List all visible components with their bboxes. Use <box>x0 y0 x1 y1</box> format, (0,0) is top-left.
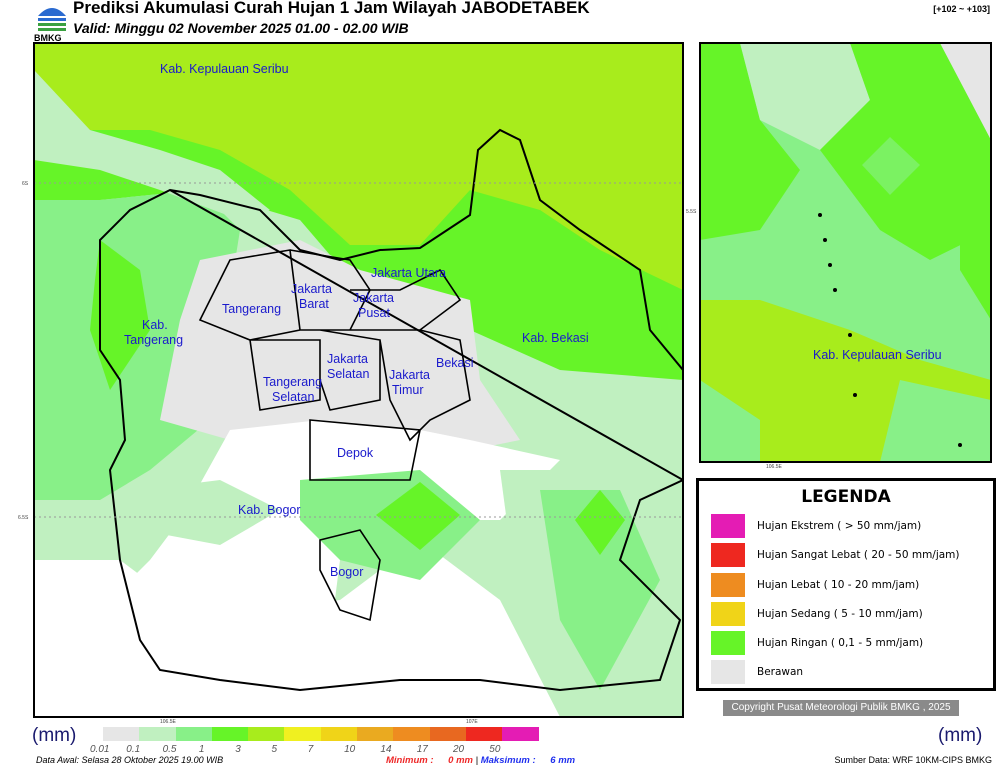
rain-cell-center <box>376 482 460 550</box>
label-kab-bekasi: Kab. Bekasi <box>522 331 589 345</box>
legend-swatch <box>711 543 745 567</box>
inset-map: Kab. Kepulauan Seribu <box>700 43 991 462</box>
colorbar-tick-label: 14 <box>380 744 392 755</box>
page-title: Prediksi Akumulasi Curah Hujan 1 Jam Wil… <box>73 0 590 17</box>
label-depok: Depok <box>337 446 374 460</box>
legend-title: LEGENDA <box>801 487 891 507</box>
colorbar-tick-label: 0.1 <box>126 744 141 755</box>
tick-inset-lat: 5.5S <box>686 209 697 215</box>
colorbar-segment <box>211 727 249 741</box>
legend-swatch <box>711 602 745 626</box>
data-awal: Data Awal: Selasa 28 Oktober 2025 19.00 … <box>36 755 224 765</box>
legend-label: Berawan <box>757 666 804 678</box>
label-kep-seribu: Kab. Kepulauan Seribu <box>160 62 289 76</box>
colorbar-tick-label: 17 <box>416 744 428 755</box>
inset-map-frame <box>699 42 992 463</box>
label-jakarta-pusat: Jakarta Pusat <box>353 291 394 320</box>
colorbar-segment <box>139 727 176 741</box>
tick-inset-lon: 106.5E <box>766 464 783 470</box>
legend-box: LEGENDA Hujan Ekstrem ( > 50 mm/jam) Huj… <box>696 478 996 691</box>
copyright: Copyright Pusat Meteorologi Publik BMKG … <box>723 700 959 716</box>
bmkg-logo <box>34 2 70 44</box>
logo-text: BMKG <box>34 33 62 43</box>
unit-label-left: (mm) <box>32 725 77 746</box>
unit-label-right: (mm) <box>938 725 983 746</box>
legend-item: Berawan <box>711 660 803 684</box>
legend-item: Hujan Ekstrem ( > 50 mm/jam) <box>711 514 921 538</box>
legend-label: Hujan Ringan ( 0,1 - 5 mm/jam) <box>757 637 924 649</box>
colorbar-tick-label: 0.01 <box>90 744 110 755</box>
colorbar-segment <box>175 727 212 741</box>
label-kab-bogor: Kab. Bogor <box>238 503 301 517</box>
legend-item: Hujan Lebat ( 10 - 20 mm/jam) <box>711 573 919 597</box>
colorbar-segment <box>429 727 466 741</box>
rain-cell-right <box>575 490 625 555</box>
separator: | <box>475 755 479 766</box>
tick-lat-65s: 6.5S <box>18 515 29 521</box>
colorbar-segment <box>357 727 394 741</box>
rain-area-bogor-light <box>140 480 280 545</box>
legend-label: Hujan Sangat Lebat ( 20 - 50 mm/jam) <box>757 549 960 561</box>
legend-label: Hujan Sedang ( 5 - 10 mm/jam) <box>757 608 923 620</box>
label-tangerang: Tangerang <box>222 302 281 316</box>
label-jakarta-barat: Jakarta Barat <box>291 282 332 311</box>
legend-label: Hujan Ekstrem ( > 50 mm/jam) <box>757 520 922 532</box>
colorbar-tick-label: 7 <box>307 744 314 755</box>
colorbar-tick-label: 50 <box>489 744 501 755</box>
legend-item: Hujan Sedang ( 5 - 10 mm/jam) <box>711 602 923 626</box>
min-label: Minimum : <box>386 755 434 766</box>
label-jakarta-selatan: Jakarta Selatan <box>327 352 369 381</box>
colorbar-segment <box>320 727 358 741</box>
min-value: 0 mm <box>448 755 473 766</box>
colorbar-tick-label: 0.5 <box>162 744 177 755</box>
colorbar-tick-label: 10 <box>344 744 356 755</box>
label-inset-kep-seribu: Kab. Kepulauan Seribu <box>813 348 942 362</box>
legend-swatch <box>711 660 745 684</box>
main-map: Kab. Kepulauan Seribu Jakarta Utara Jaka… <box>34 43 683 717</box>
colorbar-segment <box>393 727 430 741</box>
rain-area-yellowgreen <box>34 43 683 290</box>
berawan-area <box>160 240 520 470</box>
tick-lat-6s: 6S <box>22 181 29 187</box>
colorbar-segment <box>284 727 321 741</box>
legend-item: Hujan Ringan ( 0,1 - 5 mm/jam) <box>711 631 923 655</box>
max-value: 6 mm <box>550 755 576 766</box>
label-jakarta-utara: Jakarta Utara <box>371 266 446 280</box>
legend-swatch <box>711 631 745 655</box>
colorbar-segment <box>103 727 140 741</box>
colorbar-segment <box>248 727 285 741</box>
valid-time: Valid: Minggu 02 November 2025 01.00 - 0… <box>73 20 409 36</box>
tick-lon-1065e: 106.5E <box>160 719 177 725</box>
colorbar-tick-label: 5 <box>271 744 278 755</box>
colorbar-tick-label: 1 <box>198 744 205 755</box>
tick-lon-107e: 107E <box>466 719 478 725</box>
rain-cell-left <box>90 240 150 390</box>
label-kab-tangerang: Kab. Tangerang <box>124 318 183 347</box>
legend-swatch <box>711 514 745 538</box>
max-label: Maksimum : <box>480 755 536 766</box>
main-map-frame <box>33 42 684 718</box>
rain-area-bottom-right-2 <box>540 490 660 690</box>
colorbar-tick-label: 3 <box>235 744 241 755</box>
data-source: Sumber Data: WRF 10KM-CIPS BMKG <box>834 755 992 765</box>
legend-item: Hujan Sangat Lebat ( 20 - 50 mm/jam) <box>711 543 960 567</box>
forecast-code: [+102 ~ +103] <box>933 4 990 14</box>
legend-label: Hujan Lebat ( 10 - 20 mm/jam) <box>757 579 920 591</box>
colorbar-segment <box>502 727 539 741</box>
colorbar-tick-label: 20 <box>453 744 465 755</box>
label-tangerang-selatan: Tangerang Selatan <box>263 375 322 404</box>
label-bekasi: Bekasi <box>436 356 474 370</box>
colorbar <box>103 727 539 741</box>
legend-swatch <box>711 573 745 597</box>
colorbar-segment <box>465 727 503 741</box>
min-max: Minimum : 0 mm | Maksimum : 6 mm <box>386 755 575 766</box>
label-bogor: Bogor <box>330 565 363 579</box>
city-boundaries <box>198 249 471 622</box>
label-jakarta-timur: Jakarta Timur <box>389 368 430 397</box>
